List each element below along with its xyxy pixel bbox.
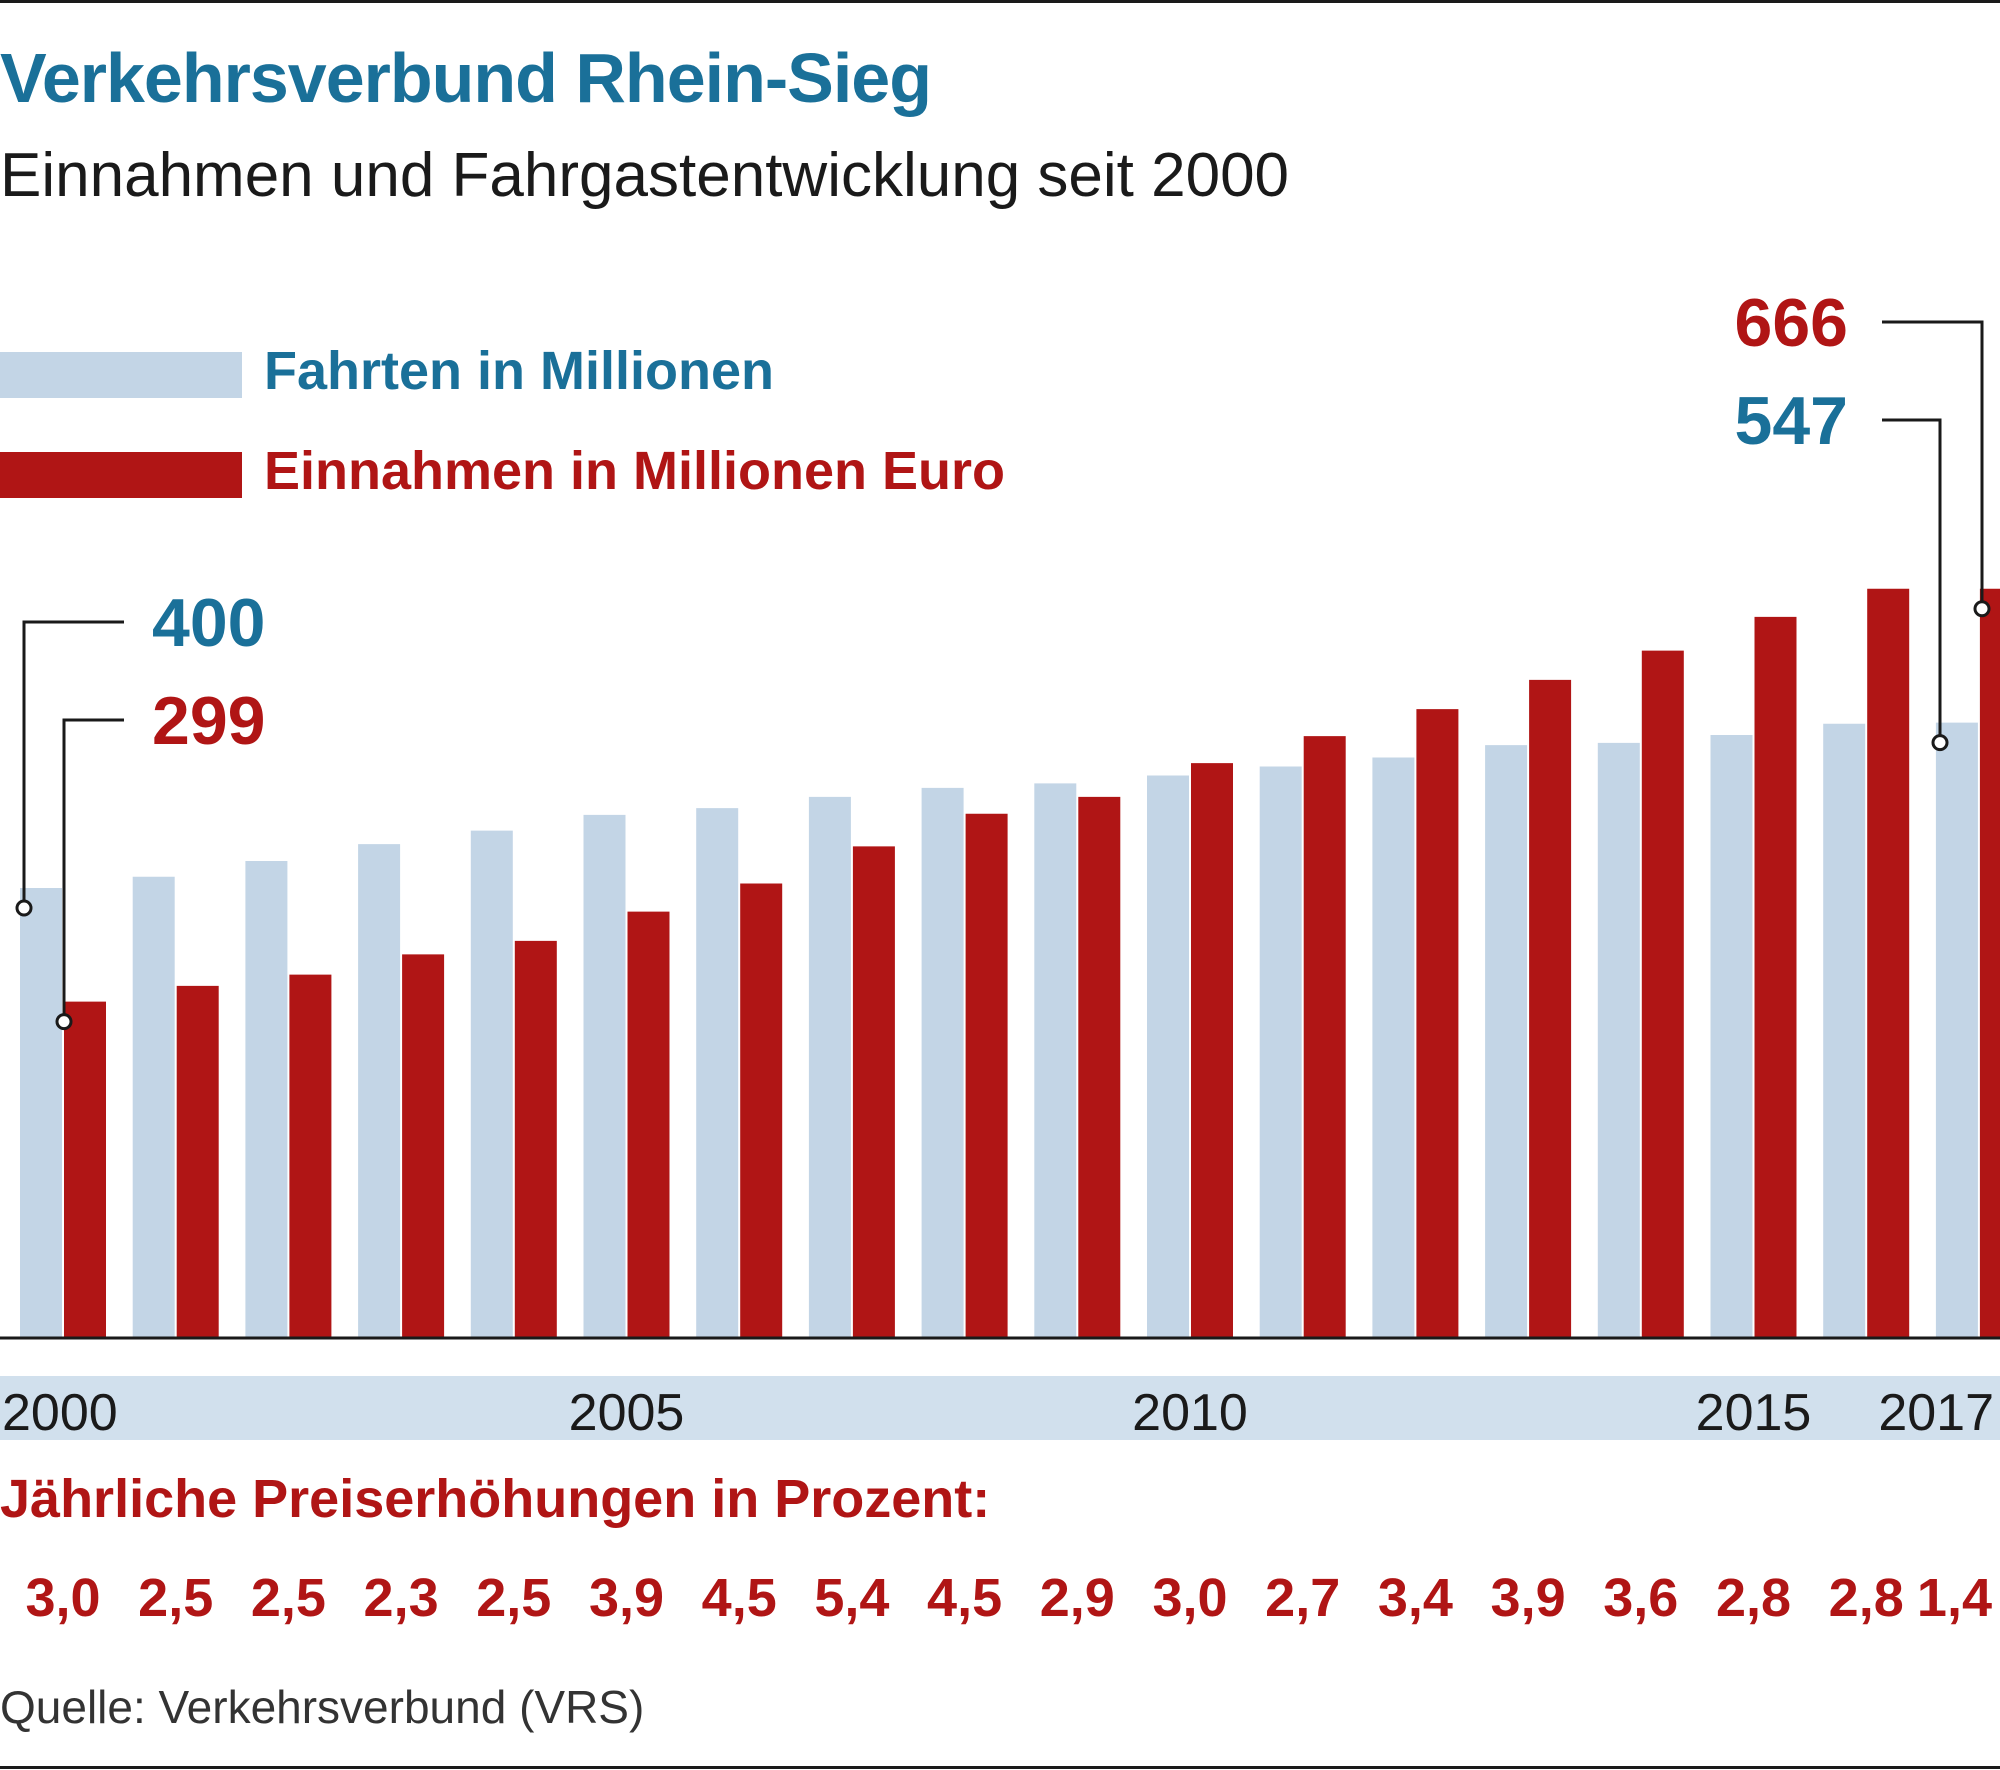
bar-trips-2012 xyxy=(1372,757,1415,1338)
callout-value-400: 400 xyxy=(152,585,265,661)
callout-value-547: 547 xyxy=(1735,383,1848,459)
bar-trips-2006 xyxy=(696,808,739,1338)
price-increase-2007: 5,4 xyxy=(814,1568,889,1628)
bar-revenue-2016 xyxy=(1867,588,1910,1338)
chart-title: Verkehrsverbund Rhein-Sieg xyxy=(0,39,932,117)
x-tick-label-2005: 2005 xyxy=(569,1384,685,1442)
price-increase-2008: 4,5 xyxy=(927,1568,1002,1628)
x-tick-label-2010: 2010 xyxy=(1132,1384,1248,1442)
price-increase-row: 3,0 2,5 2,5 2,3 2,5 3,9 4,5 5,4 4,5 2,9 3,0 2,7 3,4 3… xyxy=(25,1568,1992,1628)
bar-revenue-2006 xyxy=(740,883,783,1338)
price-increase-2009: 2,9 xyxy=(1040,1568,1115,1628)
bar-revenue-2017 xyxy=(1979,588,2000,1338)
bar-trips-2004 xyxy=(470,830,513,1338)
bar-revenue-2001 xyxy=(176,985,219,1338)
bar-trips-2014 xyxy=(1597,742,1640,1338)
x-tick-label-2017: 2017 xyxy=(1878,1384,1994,1442)
price-increase-2001: 2,5 xyxy=(138,1568,213,1628)
bar-revenue-2000 xyxy=(64,1001,106,1338)
bar-trips-2013 xyxy=(1485,745,1528,1338)
price-increase-2006: 4,5 xyxy=(702,1568,777,1628)
x-tick-label-2000: 2000 xyxy=(2,1384,118,1442)
bar-trips-2000 xyxy=(20,888,62,1338)
bar-revenue-2004 xyxy=(514,940,557,1338)
bar-revenue-2011 xyxy=(1303,736,1346,1338)
price-increase-2012: 3,4 xyxy=(1378,1568,1453,1628)
bar-trips-2008 xyxy=(921,787,964,1338)
bar-trips-2010 xyxy=(1147,775,1189,1338)
callout-layer: 400 299 666 547 xyxy=(15,285,1991,1031)
price-increase-2003: 2,3 xyxy=(364,1568,439,1628)
bar-revenue-2015 xyxy=(1754,616,1797,1338)
bar-trips-2005 xyxy=(583,814,626,1338)
bar-trips-2016 xyxy=(1823,723,1866,1338)
source-note: Quelle: Verkehrsverbund (VRS) xyxy=(0,1681,645,1733)
price-increase-2004: 2,5 xyxy=(476,1568,551,1628)
callout-value-299: 299 xyxy=(152,683,265,759)
bar-revenue-2007 xyxy=(852,846,895,1338)
bar-trips-2002 xyxy=(245,861,288,1338)
price-increase-2010: 3,0 xyxy=(1152,1568,1227,1628)
price-increase-2013: 3,9 xyxy=(1491,1568,1566,1628)
callout-dot-666 xyxy=(1973,600,1991,618)
bar-trips-2015 xyxy=(1710,735,1753,1338)
bar-revenue-2012 xyxy=(1416,709,1459,1338)
callout-leader-400 xyxy=(22,620,124,908)
x-axis-band xyxy=(0,1376,2000,1440)
price-increase-2017: 1,4 xyxy=(1917,1568,1992,1628)
callout-value-666: 666 xyxy=(1735,285,1848,361)
bar-revenue-2002 xyxy=(289,974,332,1338)
callout-dot-299 xyxy=(55,1013,73,1031)
callout-leader-666 xyxy=(1882,320,1984,609)
callout-leader-299 xyxy=(62,718,124,1022)
top-rule xyxy=(0,0,2000,3)
price-increase-2005: 3,9 xyxy=(589,1568,664,1628)
bar-trips-2011 xyxy=(1259,766,1302,1338)
legend-label-trips: Fahrten in Millionen xyxy=(264,341,774,401)
bottom-rule xyxy=(0,1766,2000,1769)
price-increase-2015: 2,8 xyxy=(1716,1568,1791,1628)
bar-trips-2009 xyxy=(1034,783,1077,1338)
legend-swatch-trips xyxy=(0,352,242,398)
bars-layer xyxy=(20,588,2000,1338)
price-increase-2002: 2,5 xyxy=(251,1568,326,1628)
price-increase-heading: Jährliche Preiserhöhungen in Prozent: xyxy=(0,1469,991,1529)
bar-revenue-2014 xyxy=(1641,650,1684,1338)
price-increase-2016: 2,8 xyxy=(1829,1568,1904,1628)
bar-trips-2003 xyxy=(358,844,401,1338)
legend-swatch-revenue xyxy=(0,452,242,498)
bar-trips-2001 xyxy=(132,876,175,1338)
callout-leader-547 xyxy=(1882,418,1942,743)
price-increase-2011: 2,7 xyxy=(1265,1568,1340,1628)
price-increase-2000: 3,0 xyxy=(25,1568,100,1628)
bar-revenue-2003 xyxy=(402,954,445,1338)
x-tick-label-2015: 2015 xyxy=(1696,1384,1812,1442)
callout-dot-400 xyxy=(15,899,33,917)
price-increase-2014: 3,6 xyxy=(1603,1568,1678,1628)
bar-trips-2007 xyxy=(808,796,851,1338)
bar-revenue-2005 xyxy=(627,911,670,1338)
bar-revenue-2010 xyxy=(1191,763,1233,1338)
bar-trips-2017 xyxy=(1935,722,1978,1338)
axis-layer: 2000 2005 2010 2015 2017 xyxy=(0,1336,2000,1442)
legend-label-revenue: Einnahmen in Millionen Euro xyxy=(264,441,1006,501)
bar-revenue-2009 xyxy=(1078,796,1121,1338)
bar-revenue-2013 xyxy=(1529,679,1572,1338)
callout-dot-547 xyxy=(1931,734,1949,752)
bar-revenue-2008 xyxy=(965,813,1008,1338)
chart-subtitle: Einnahmen und Fahrgastentwicklung seit 2… xyxy=(0,141,1290,210)
